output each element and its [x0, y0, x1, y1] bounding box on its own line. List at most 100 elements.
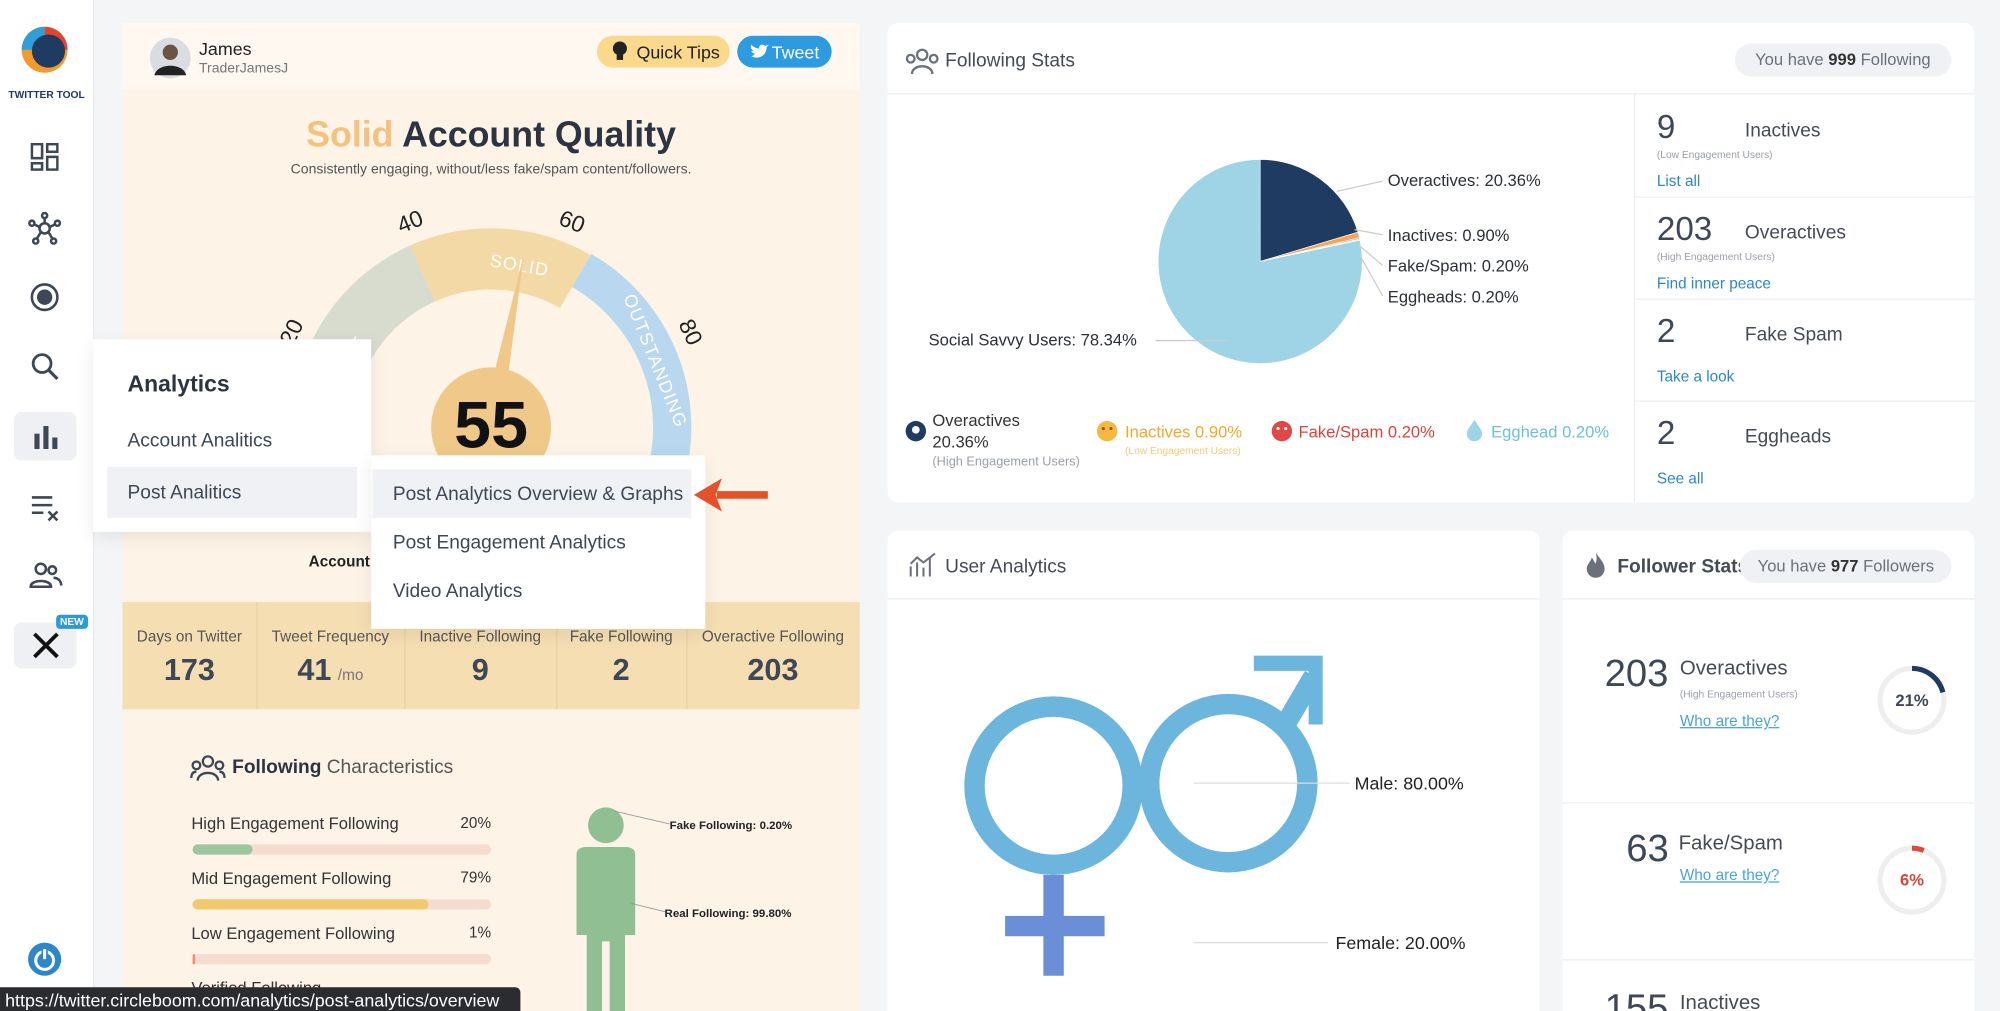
stat-value: 203 [747, 653, 799, 688]
pill-count: 999 [1828, 49, 1856, 69]
legend-note: (High Engagement Users) [932, 455, 1080, 470]
gauge-band [571, 253, 692, 490]
pie-leader [1155, 180, 1384, 342]
follower-link[interactable]: Who are they? [1679, 866, 1780, 884]
menu-item-selected[interactable] [107, 466, 358, 518]
pie-label: Fake/Spam: 0.20% [1387, 256, 1529, 276]
sidebar: TWITTER TOOL NEW [0, 0, 95, 1011]
follower-count: 63 [1626, 827, 1669, 870]
characteristics-title-text: Characteristics [326, 756, 454, 779]
legend-icon [1271, 420, 1293, 442]
submenu-item[interactable]: Video Analytics [392, 580, 523, 603]
bar-fill [192, 899, 429, 910]
search-icon[interactable] [31, 352, 59, 380]
stat-label: Days on Twitter [136, 627, 243, 646]
legend-text: Fake/Spam 0.20% [1298, 422, 1435, 442]
gender-symbols [964, 655, 1350, 976]
row-divider [1562, 959, 1975, 961]
list-link[interactable]: See all [1656, 469, 1704, 488]
quick-tips-text[interactable]: Quick Tips [636, 42, 720, 63]
bar-fill [192, 954, 196, 965]
profile-handle: TraderJamesJ [198, 61, 289, 77]
row-divider [1635, 298, 1976, 300]
profile-name: James [198, 38, 252, 59]
pill-suffix: Followers [1863, 556, 1935, 576]
quality-subtitle: Consistently engaging, without/less fake… [290, 161, 692, 178]
legend-text: Overactives 20.36% [932, 410, 1020, 452]
status-bar [0, 987, 521, 1011]
menu-item[interactable]: Post Analitics [127, 482, 242, 504]
quality-title-text: Account Quality [402, 114, 676, 155]
list-note: (High Engagement Users) [1656, 251, 1775, 263]
user-analytics-panel [887, 530, 1540, 1011]
menu-item[interactable]: Account Analitics [127, 429, 273, 452]
list-count: 2 [1656, 311, 1676, 350]
users-icon[interactable] [29, 561, 63, 589]
stat-value-box: 41/mo [256, 653, 404, 689]
submenu-item-hover[interactable] [372, 469, 692, 518]
bar-value-label: 1% [468, 923, 492, 942]
x-icon[interactable] [32, 631, 60, 659]
bar-label: High Engagement Following [191, 813, 399, 833]
ring-label: 6% [1900, 871, 1924, 890]
follower-stats-panel [1562, 530, 1975, 1011]
bird-icon [750, 44, 770, 58]
pie-label: Social Savvy Users: 78.34% [928, 330, 1137, 350]
gauge-band [410, 228, 591, 309]
brand: TWITTER TOOL [8, 89, 85, 101]
logo [21, 26, 68, 73]
dashboard-icon[interactable] [30, 142, 59, 171]
stat-label: Tweet Frequency [271, 627, 390, 646]
list-link[interactable]: List all [1656, 172, 1701, 191]
submenu-item[interactable]: Post Analytics Overview & Graphs [392, 483, 684, 506]
bar-track [192, 954, 492, 965]
list-count: 2 [1656, 413, 1676, 452]
following-stats-panel [887, 22, 1975, 503]
stat-label: Fake Following [569, 627, 673, 646]
analytics-icon[interactable] [33, 423, 59, 449]
target-icon[interactable] [29, 282, 60, 313]
network-icon[interactable] [28, 211, 62, 245]
avatar [149, 37, 191, 79]
pill-suffix: Following [1860, 49, 1931, 69]
row-divider [1635, 196, 1976, 198]
ring-arc [1911, 845, 1925, 853]
progress-ring: 21% [1877, 665, 1947, 735]
characteristics-title-bold: Following [232, 756, 322, 779]
list-link[interactable]: Find inner peace [1656, 274, 1771, 293]
progress-ring: 6% [1877, 845, 1947, 915]
stat-divider [256, 602, 258, 710]
legend-text: Egghead 0.20% [1491, 422, 1610, 442]
submenu-item[interactable]: Post Engagement Analytics [392, 531, 626, 554]
follower-count-pill: You have 977 Followers [1739, 549, 1952, 583]
list-name: Eggheads [1744, 426, 1832, 448]
stat-value-box: 203 [686, 653, 859, 689]
fake-following-label: Fake Following: 0.20% [669, 818, 793, 832]
follower-count: 203 [1604, 653, 1669, 696]
list-link[interactable]: Take a look [1656, 367, 1735, 386]
profile-bar [122, 22, 860, 90]
tweet-text[interactable]: Tweet [771, 42, 820, 63]
chart-icon [909, 552, 936, 577]
legend-icon [1096, 420, 1118, 442]
power-icon[interactable] [27, 941, 63, 977]
group-icon [905, 48, 939, 75]
row-divider [1635, 400, 1976, 402]
gauge-tick-label: 40 [393, 205, 426, 239]
follower-count: 155 [1604, 987, 1669, 1011]
male-label: Male: 80.00% [1354, 772, 1464, 794]
follower-note: (High Engagement Users) [1679, 688, 1798, 701]
stat-value-box: 173 [122, 653, 256, 689]
female-label: Female: 20.00% [1335, 932, 1466, 953]
bar-value-label: 20% [460, 813, 492, 832]
bulb-icon [612, 41, 627, 60]
follower-link[interactable]: Who are they? [1679, 711, 1780, 730]
bar-label: Mid Engagement Following [191, 868, 392, 888]
list-name: Fake Spam [1744, 323, 1843, 346]
cleanup-icon[interactable] [31, 494, 62, 522]
list-name: Overactives [1744, 221, 1846, 244]
stat-unit: /mo [337, 665, 364, 684]
fire-icon [1586, 552, 1605, 578]
